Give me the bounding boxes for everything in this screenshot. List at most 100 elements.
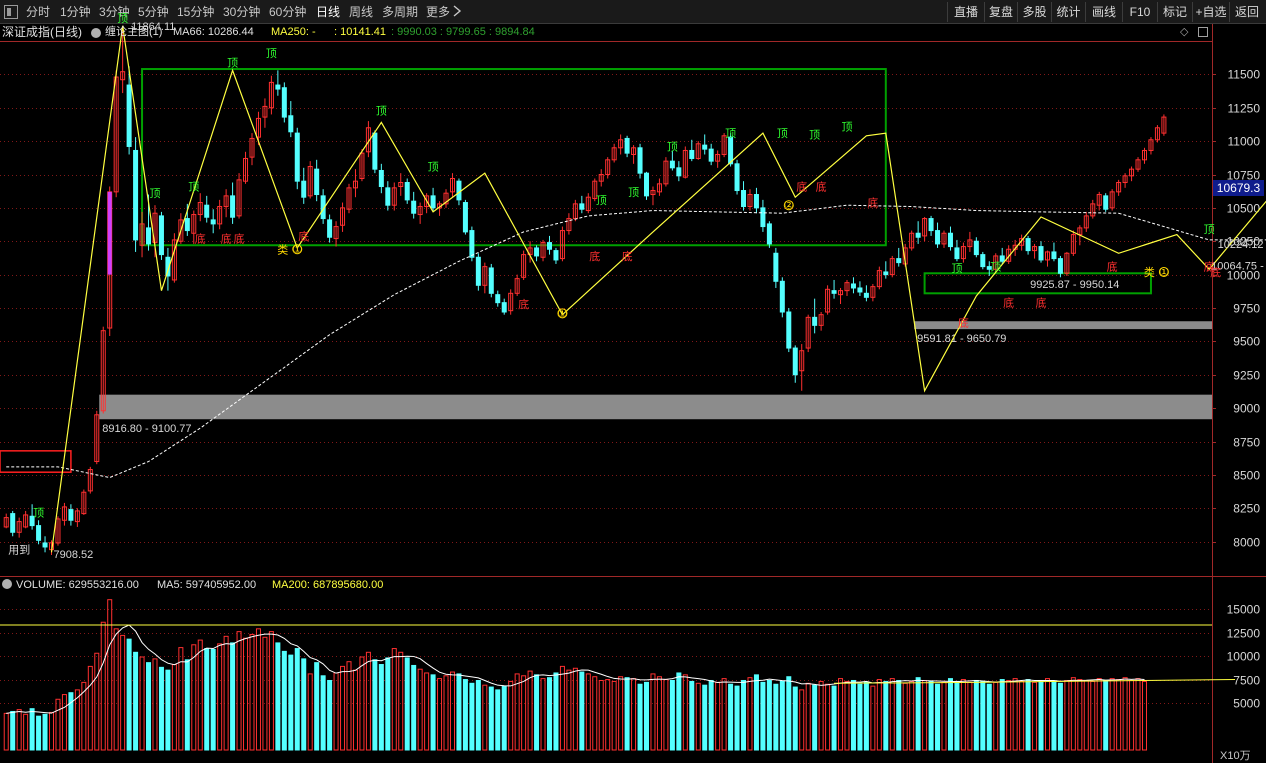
candle-body — [669, 160, 675, 169]
price-tick-label: 9500 — [1233, 335, 1260, 349]
buy-point-marker — [1158, 266, 1169, 277]
candle-body — [1032, 246, 1038, 252]
candle-body — [10, 513, 16, 533]
volume-bar — [165, 669, 171, 751]
candle-body — [928, 218, 934, 232]
candle-body — [1064, 252, 1070, 274]
volume-bar — [915, 677, 921, 751]
candle-body — [941, 232, 947, 245]
volume-bar — [799, 689, 805, 751]
candle-body — [508, 292, 514, 312]
volume-bar — [1057, 682, 1063, 751]
window-icon[interactable] — [4, 5, 18, 19]
pivot-center-box — [923, 272, 1152, 295]
candle-body — [3, 517, 9, 528]
price-annotation: 10224.12 - 10233.15 — [1218, 239, 1266, 251]
period-tab-15min[interactable]: 15分钟 — [177, 5, 215, 19]
top-fractal-marker: 顶 — [777, 127, 788, 140]
candle-body — [217, 206, 223, 225]
candle-body — [708, 148, 714, 162]
candle-body — [482, 266, 488, 286]
period-tab-60min[interactable]: 60分钟 — [269, 5, 307, 19]
volume-bar — [708, 679, 714, 751]
candle-body — [650, 190, 656, 196]
volume-bar — [294, 648, 300, 751]
bottom-fractal-marker: 底 — [1107, 260, 1118, 274]
volume-bar — [475, 679, 481, 751]
draw-line-button[interactable]: 画线 — [1085, 2, 1122, 22]
add-watchlist-button[interactable]: +自选 — [1192, 2, 1229, 22]
candle-body — [120, 71, 126, 81]
volume-bar — [443, 675, 449, 751]
period-tab-30min[interactable]: 30分钟 — [223, 5, 261, 19]
review-button[interactable]: 复盘 — [984, 2, 1017, 22]
candle-body — [986, 266, 992, 270]
period-tab-fenshi[interactable]: 分时 — [26, 5, 51, 19]
diamond-icon[interactable]: ◇ — [1180, 26, 1189, 38]
bottom-fractal-marker: 底 — [1204, 260, 1215, 274]
candle-body — [333, 226, 339, 240]
volume-bar — [592, 676, 598, 751]
indicator-value-2: : 9990.03 : 9799.65 : 9894.84 — [391, 26, 535, 38]
candle-body — [236, 179, 242, 217]
candle-body — [922, 218, 928, 237]
volume-bar — [540, 678, 546, 751]
volume-bar — [488, 686, 494, 751]
volume-tick-label: 12500 — [1227, 627, 1261, 641]
volume-bar — [702, 684, 708, 751]
volume-bar — [559, 665, 565, 751]
multi-stock-button[interactable]: 多股 — [1017, 2, 1051, 22]
volume-bar — [566, 669, 572, 751]
volume-bar — [320, 675, 326, 751]
candle-body — [967, 239, 973, 248]
mark-button[interactable]: 标记 — [1157, 2, 1192, 22]
candle-body — [753, 194, 759, 209]
buy-point-type: 类 — [277, 242, 288, 256]
main-indicator-name[interactable]: 缠论主图(1) — [105, 26, 163, 38]
period-tab-daily[interactable]: 日线 — [316, 5, 341, 19]
volume-bar — [521, 675, 527, 751]
buy-point-label: ① — [292, 244, 302, 256]
volume-bar — [695, 682, 701, 751]
volume-menu-icon[interactable] — [2, 579, 12, 589]
candle-body — [857, 287, 863, 293]
candle-body — [818, 314, 824, 326]
support-zone — [99, 394, 1212, 420]
chevron-right-icon[interactable] — [452, 4, 462, 20]
live-button[interactable]: 直播 — [947, 2, 984, 22]
volume-bar — [1019, 680, 1025, 751]
candle-body — [1057, 258, 1063, 274]
candle-body — [1109, 191, 1115, 209]
candle-body — [715, 153, 721, 162]
candle-body — [598, 174, 604, 182]
period-tab-more[interactable]: 更多 — [426, 5, 451, 19]
volume-bar — [1116, 679, 1122, 751]
volume-bar — [449, 671, 455, 751]
volume-bar — [1070, 677, 1076, 751]
volume-bar — [1135, 678, 1141, 751]
period-tab-3min[interactable]: 3分钟 — [99, 5, 130, 19]
volume-bar — [398, 651, 404, 751]
volume-bar — [850, 679, 856, 751]
maximize-icon[interactable] — [1198, 27, 1208, 37]
period-tab-weekly[interactable]: 周线 — [349, 5, 374, 19]
period-tab-5min[interactable]: 5分钟 — [138, 5, 169, 19]
volume-bar — [171, 664, 177, 751]
volume-bar — [579, 671, 585, 751]
indicator-menu-icon[interactable] — [91, 28, 101, 38]
period-tab-1min[interactable]: 1分钟 — [60, 5, 91, 19]
candle-body — [1154, 127, 1160, 141]
candle-body — [223, 195, 229, 208]
candle-body — [87, 469, 93, 492]
candle-body — [184, 218, 190, 232]
volume-ma5-readout: MA5: 597405952.00 — [157, 579, 257, 591]
candle-body — [721, 135, 727, 155]
back-button[interactable]: 返回 — [1229, 2, 1264, 22]
period-tab-multi[interactable]: 多周期 — [382, 5, 419, 19]
support-zone — [914, 321, 1212, 330]
volume-bar — [204, 648, 210, 751]
statistics-button[interactable]: 统计 — [1051, 2, 1085, 22]
f10-button[interactable]: F10 — [1122, 2, 1157, 22]
bottom-fractal-marker: 底 — [867, 196, 878, 210]
